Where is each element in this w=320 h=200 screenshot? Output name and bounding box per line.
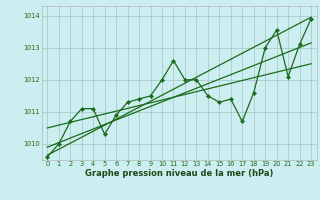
X-axis label: Graphe pression niveau de la mer (hPa): Graphe pression niveau de la mer (hPa)	[85, 169, 273, 178]
